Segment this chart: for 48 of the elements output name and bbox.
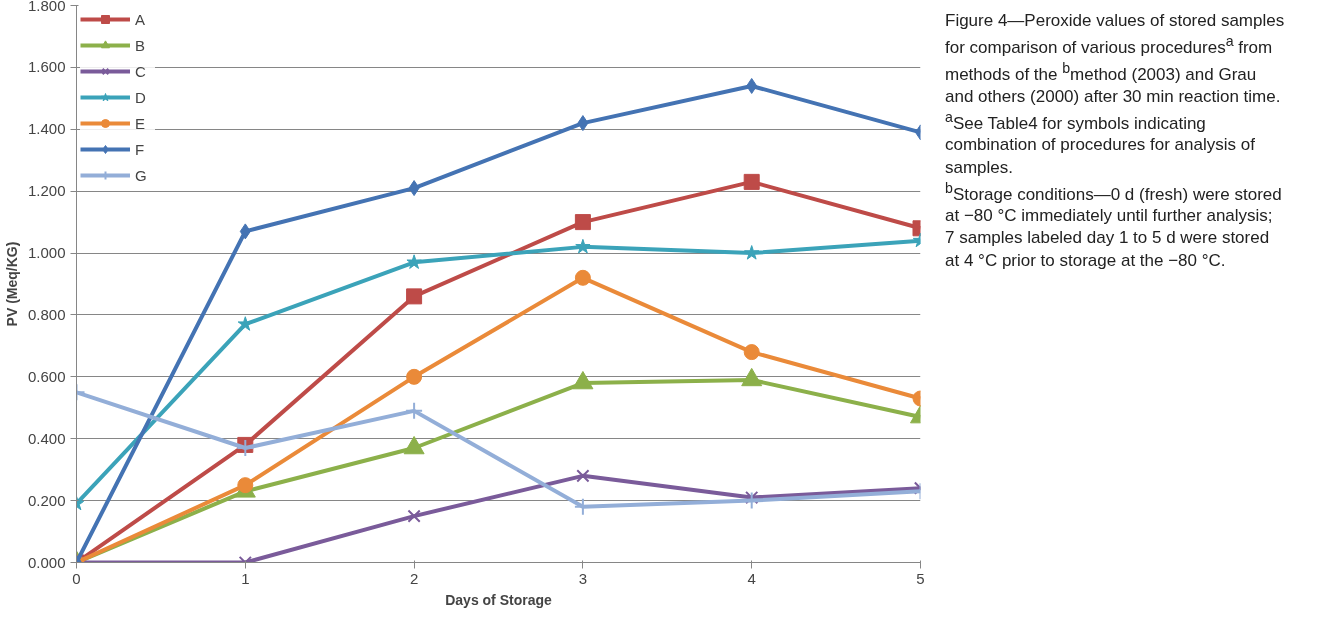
point bbox=[237, 477, 254, 494]
x-tick-label: 0 bbox=[72, 569, 81, 587]
y-tick-label: 1.000 bbox=[27, 244, 66, 262]
y-tick-label: 0.000 bbox=[27, 553, 66, 571]
text: $^{b}$Storage conditions—0 d (fresh) were stored at −80 °C immediately until further analysis; 7 samples labeled day 1 to 5 d were stored at 4 °C prior to storage at the −80 °C. bbox=[945, 178, 1283, 272]
y-tick-label: 1.800 bbox=[27, 0, 66, 14]
y-tick-label: 1.200 bbox=[27, 182, 66, 200]
point bbox=[406, 254, 422, 269]
legend-label: G bbox=[135, 166, 148, 184]
x-axis-title: Days of Storage bbox=[445, 591, 553, 608]
point bbox=[745, 490, 759, 505]
x-tick-label: 2 bbox=[409, 569, 419, 587]
text: $^{a}$See Table4 for symbols indicating combination of procedures for analysis of samples. bbox=[945, 107, 1256, 179]
x-tick-label: 4 bbox=[747, 569, 756, 587]
legend-label: A bbox=[135, 10, 146, 28]
legend-label: F bbox=[135, 140, 146, 158]
point bbox=[746, 77, 758, 94]
y-tick-label: 1.600 bbox=[27, 58, 66, 76]
point bbox=[408, 180, 420, 197]
point bbox=[575, 238, 591, 254]
point bbox=[405, 401, 424, 420]
point bbox=[236, 439, 255, 458]
point bbox=[239, 223, 251, 240]
point bbox=[743, 173, 760, 190]
point bbox=[577, 115, 589, 132]
legend-label: D bbox=[135, 88, 147, 106]
y-tick-label: 0.800 bbox=[27, 305, 66, 323]
point bbox=[743, 344, 760, 361]
y-tick-label: 0.600 bbox=[27, 367, 66, 385]
legend-label: E bbox=[135, 114, 146, 132]
legend-label: B bbox=[135, 36, 146, 54]
legend-label: C bbox=[135, 62, 147, 80]
x-tick-label: 5 bbox=[916, 569, 925, 587]
x-tick-label: 1 bbox=[241, 569, 250, 587]
y-tick-label: 1.400 bbox=[27, 120, 66, 138]
point bbox=[576, 469, 590, 483]
y-tick-label: 0.400 bbox=[27, 429, 66, 447]
y-axis-title: PV (Meq/KG) bbox=[3, 241, 20, 327]
chart-title: Figure 4—Peroxide values of stored samples for comparison of various procedures$^{a}$ from methods of the $^{b}$method (2003) and Grau and others (2000) after 30 min reaction time. bbox=[945, 11, 1285, 106]
point bbox=[574, 214, 591, 231]
point bbox=[406, 368, 423, 385]
point bbox=[407, 509, 421, 523]
point bbox=[406, 288, 423, 305]
point bbox=[574, 269, 591, 286]
point bbox=[237, 316, 253, 331]
point bbox=[744, 245, 760, 260]
y-tick-label: 0.200 bbox=[27, 491, 66, 509]
x-tick-label: 3 bbox=[578, 569, 588, 587]
